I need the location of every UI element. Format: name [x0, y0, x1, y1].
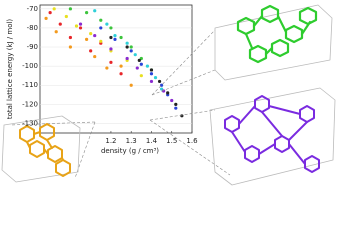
point [99, 18, 103, 22]
point [149, 79, 154, 84]
point [160, 87, 164, 91]
point [113, 33, 117, 38]
point [119, 64, 123, 68]
point [44, 16, 48, 20]
y-tick-label: -100 [22, 62, 38, 70]
point [129, 49, 133, 53]
point [145, 64, 150, 68]
x-tick-label: 1.5 [166, 137, 177, 145]
y-tick-label: -70 [27, 5, 38, 13]
y-tick-label: -90 [27, 43, 38, 51]
point [125, 45, 129, 49]
y-tick-label: -80 [27, 24, 38, 32]
point [174, 102, 178, 106]
point [68, 35, 72, 40]
point [52, 7, 56, 11]
x-axis-label: density (g / cm³) [101, 147, 159, 155]
point [135, 66, 139, 70]
point [99, 39, 103, 43]
x-tick-label: 1.3 [126, 137, 137, 145]
y-tick-label: -120 [22, 100, 38, 108]
point [93, 33, 97, 38]
point [78, 22, 83, 26]
point [149, 68, 154, 72]
x-tick-label: 1.2 [105, 137, 116, 145]
point [153, 75, 158, 80]
point [174, 106, 178, 110]
green-crystal [214, 4, 333, 81]
point [133, 53, 137, 57]
connectors [9, 29, 231, 179]
scatter-points [40, 7, 192, 124]
point [105, 22, 109, 26]
point [64, 14, 68, 19]
point [139, 56, 143, 61]
point [113, 37, 117, 41]
point [54, 30, 58, 34]
y-tick-label: -110 [22, 81, 38, 89]
x-tick-label: 1.4 [146, 137, 158, 145]
point [119, 35, 123, 40]
figure: total lattice energy (kJ / mol) density … [1, 4, 336, 186]
point [68, 7, 72, 11]
point [157, 79, 162, 84]
point [93, 9, 97, 13]
point [109, 47, 113, 51]
point [85, 11, 89, 15]
y-tick-label: -130 [22, 119, 38, 127]
point [48, 11, 52, 15]
point [180, 114, 184, 118]
purple-crystal [209, 87, 336, 186]
x-tick-label: 1.6 [186, 137, 198, 145]
point [109, 26, 113, 30]
plot-frame [39, 4, 193, 134]
orange-crystal [1, 115, 81, 183]
point [125, 56, 129, 61]
point [89, 32, 93, 36]
point [85, 37, 89, 41]
point [78, 26, 83, 30]
point [119, 72, 123, 76]
point [74, 24, 79, 28]
point [105, 66, 109, 70]
point [149, 72, 154, 76]
point [170, 98, 174, 103]
point [139, 62, 143, 66]
point [109, 60, 113, 64]
point [68, 45, 72, 49]
point [129, 45, 133, 49]
point [125, 41, 129, 45]
point [166, 91, 170, 95]
point [93, 54, 97, 59]
point [129, 83, 133, 87]
point [58, 22, 62, 26]
y-axis-label: total lattice energy (kJ / mol) [6, 19, 14, 120]
point [139, 74, 143, 78]
point [99, 26, 103, 30]
point [89, 49, 93, 53]
point [137, 58, 141, 63]
point [162, 89, 166, 93]
point [109, 35, 113, 40]
